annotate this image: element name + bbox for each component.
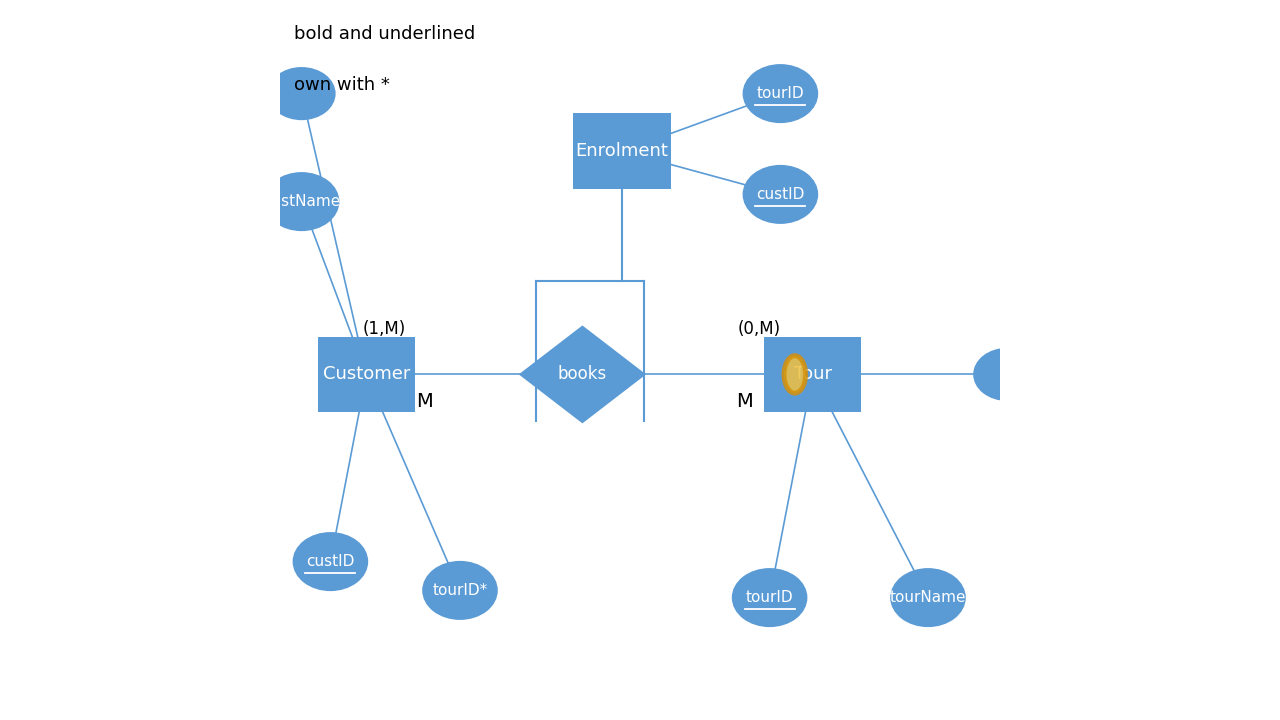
Text: M: M — [416, 392, 433, 411]
Text: tourID: tourID — [746, 590, 794, 605]
FancyBboxPatch shape — [317, 337, 415, 412]
Text: Tour: Tour — [794, 366, 832, 384]
Text: books: books — [558, 366, 607, 384]
Ellipse shape — [973, 348, 1041, 401]
Text: tourName: tourName — [890, 590, 966, 605]
Ellipse shape — [422, 561, 498, 620]
Text: custName: custName — [262, 194, 340, 209]
Ellipse shape — [293, 532, 369, 591]
Ellipse shape — [890, 568, 966, 627]
Text: tourID: tourID — [756, 86, 804, 101]
Text: own with *: own with * — [294, 76, 390, 94]
Ellipse shape — [783, 356, 805, 393]
Ellipse shape — [268, 67, 335, 120]
Text: custID: custID — [306, 554, 355, 569]
Text: (0,M): (0,M) — [737, 320, 781, 338]
Text: M: M — [736, 392, 753, 411]
Text: Customer: Customer — [323, 366, 410, 384]
Ellipse shape — [264, 172, 339, 231]
Text: (1,M): (1,M) — [362, 320, 406, 338]
Ellipse shape — [732, 568, 808, 627]
Text: tourID*: tourID* — [433, 583, 488, 598]
FancyBboxPatch shape — [573, 114, 671, 189]
FancyBboxPatch shape — [764, 337, 861, 412]
Text: Enrolment: Enrolment — [576, 143, 668, 161]
Ellipse shape — [742, 165, 818, 224]
Polygon shape — [518, 325, 646, 423]
Text: bold and underlined: bold and underlined — [294, 25, 476, 43]
Text: custID: custID — [756, 187, 805, 202]
Ellipse shape — [742, 64, 818, 123]
